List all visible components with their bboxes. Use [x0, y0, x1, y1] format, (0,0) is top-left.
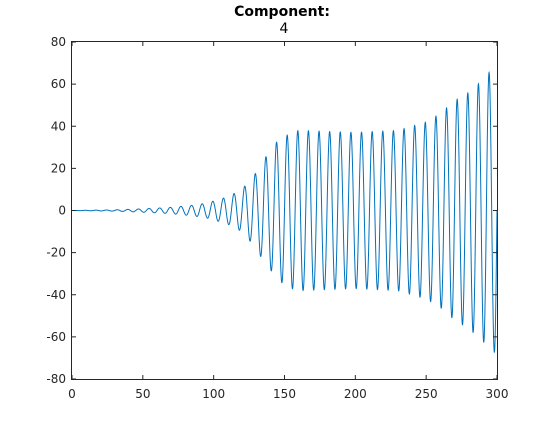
plot-area — [71, 41, 498, 380]
x-tick-label: 150 — [273, 387, 296, 401]
y-tick-label: 80 — [51, 35, 66, 49]
chart-title: Component: — [234, 4, 330, 20]
y-axis-ticks: -80 -60 -40 -20 0 20 40 60 80 — [46, 35, 497, 386]
x-tick-label: 0 — [68, 387, 76, 401]
y-tick-label: -20 — [46, 246, 66, 260]
y-tick-label: 60 — [51, 77, 66, 91]
y-tick-label: 20 — [51, 161, 66, 175]
chart-subtitle: 4 — [280, 21, 289, 37]
y-tick-label: -60 — [46, 330, 66, 344]
x-tick-label: 200 — [344, 387, 367, 401]
x-tick-label: 100 — [202, 387, 225, 401]
x-tick-label: 250 — [415, 387, 438, 401]
x-tick-label: 300 — [486, 387, 509, 401]
y-tick-label: 40 — [51, 119, 66, 133]
y-tick-label: -80 — [46, 372, 66, 386]
y-tick-label: -40 — [46, 288, 66, 302]
x-tick-label: 50 — [135, 387, 150, 401]
x-axis-ticks: 0 50 100 150 200 250 300 — [68, 42, 508, 401]
signal-line — [72, 70, 498, 354]
y-tick-label: 0 — [58, 204, 66, 218]
